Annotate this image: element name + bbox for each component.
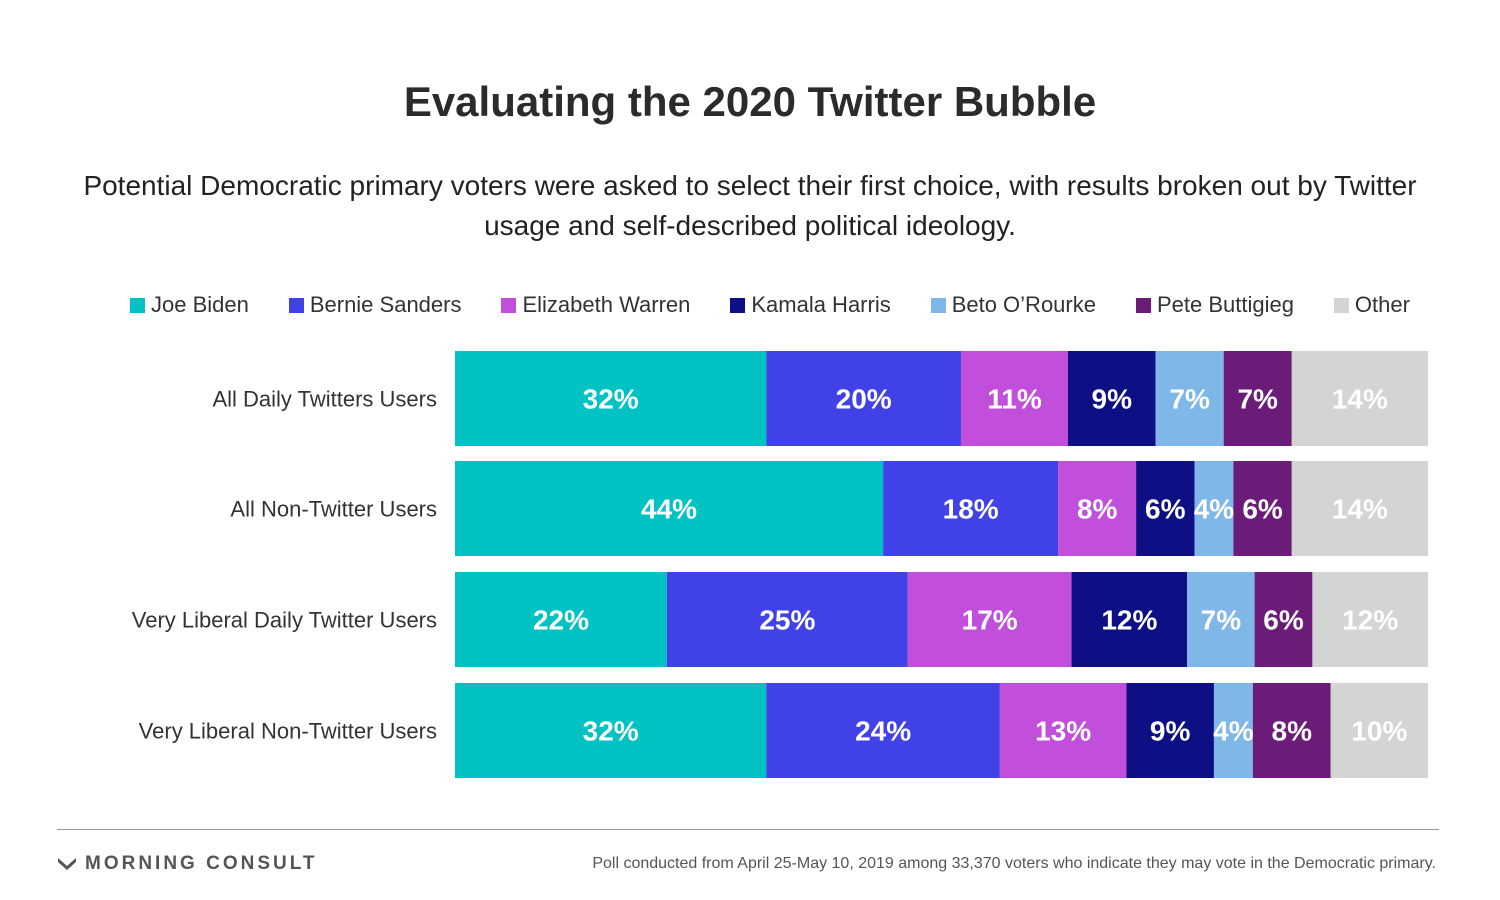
- bar-segment: [1155, 351, 1224, 446]
- legend-label: Bernie Sanders: [309, 292, 462, 317]
- legend-swatch: [930, 297, 946, 313]
- bar-segment: [1067, 351, 1156, 446]
- legend-item: Pete Buttigieg: [1135, 292, 1294, 318]
- data-label: 6%: [1263, 605, 1304, 636]
- legend-label: Beto O’Rourke: [951, 292, 1096, 317]
- brand: MORNING CONSULT: [57, 853, 318, 875]
- data-label: 14%: [1332, 384, 1388, 415]
- data-label: 17%: [962, 605, 1018, 636]
- data-label: 11%: [987, 384, 1042, 415]
- bar-segment: [1213, 683, 1253, 778]
- category-label: Very Liberal Daily Twitter Users: [132, 608, 437, 633]
- bar-segment: [1223, 351, 1292, 446]
- bar-segment: [455, 683, 767, 778]
- bar-segment: [883, 461, 1059, 556]
- bar-segment: [455, 461, 884, 556]
- legend-item: Kamala Harris: [730, 292, 891, 318]
- legend-label: Other: [1354, 292, 1410, 317]
- legend-item: Beto O’Rourke: [930, 292, 1096, 318]
- data-label: 6%: [1145, 494, 1186, 525]
- legend-swatch: [1333, 297, 1349, 313]
- bar-segment: [1071, 572, 1188, 667]
- legend-label: Kamala Harris: [751, 292, 891, 317]
- bar-segment: [1291, 351, 1428, 446]
- category-label: All Daily Twitters Users: [212, 387, 437, 412]
- data-label: 7%: [1201, 605, 1242, 636]
- bar-segment: [455, 572, 667, 667]
- data-label: 18%: [943, 494, 999, 525]
- data-label: 8%: [1077, 494, 1118, 525]
- bar-segment: [1233, 461, 1292, 556]
- data-label: 10%: [1351, 716, 1407, 747]
- legend-swatch: [1135, 297, 1151, 313]
- data-label: 4%: [1194, 494, 1235, 525]
- bar-segment: [1058, 461, 1137, 556]
- bar-segment: [766, 351, 961, 446]
- data-label: 12%: [1101, 605, 1157, 636]
- bar-segment: [1187, 572, 1255, 667]
- data-label: 4%: [1213, 716, 1254, 747]
- legend-label: Joe Biden: [151, 292, 249, 317]
- chart-title: Evaluating the 2020 Twitter Bubble: [403, 78, 1097, 125]
- data-label: 20%: [836, 384, 892, 415]
- chart-subtitle: Potential Democratic primary voters were…: [83, 170, 1417, 241]
- chart-legend: Joe Biden Bernie Sanders Elizabeth Warren K…: [130, 290, 1410, 320]
- footer-divider: [57, 829, 1439, 830]
- bar-segment: [766, 683, 1000, 778]
- bar-segment: [1330, 683, 1428, 778]
- data-label: 24%: [855, 716, 911, 747]
- legend-item: Bernie Sanders: [288, 292, 462, 318]
- data-label: 6%: [1242, 494, 1283, 525]
- legend-swatch: [288, 297, 304, 313]
- legend-swatch: [730, 297, 746, 313]
- bar-segment: [1252, 683, 1331, 778]
- data-label: 22%: [533, 605, 589, 636]
- category-label: Very Liberal Non-Twitter Users: [139, 719, 437, 744]
- bar-segment: [907, 572, 1072, 667]
- bar-segment: [455, 351, 767, 446]
- legend-item: Other: [1333, 292, 1410, 318]
- legend-swatch: [130, 297, 145, 313]
- data-label: 12%: [1342, 605, 1398, 636]
- data-label: 9%: [1092, 384, 1133, 415]
- footnote: Poll conducted from April 25-May 10, 201…: [592, 855, 1436, 872]
- bar-segment: [1194, 461, 1234, 556]
- morning-consult-logo-icon: [58, 858, 76, 870]
- legend-label: Elizabeth Warren: [522, 292, 691, 317]
- legend-item: Joe Biden: [130, 292, 249, 318]
- bar-segment: [1291, 461, 1428, 556]
- data-label: 9%: [1150, 716, 1191, 747]
- bar-segment: [1254, 572, 1313, 667]
- data-label: 32%: [583, 384, 639, 415]
- bar-segment: [999, 683, 1127, 778]
- data-label: 14%: [1332, 494, 1388, 525]
- data-label: 44%: [641, 494, 697, 525]
- data-label: 25%: [759, 605, 815, 636]
- data-label: 8%: [1272, 716, 1313, 747]
- bar-segment: [1126, 683, 1214, 778]
- bar-segment: [666, 572, 908, 667]
- category-label: All Non-Twitter Users: [230, 497, 437, 522]
- bar-segment: [960, 351, 1068, 446]
- data-label: 13%: [1035, 716, 1091, 747]
- data-label: 32%: [583, 716, 639, 747]
- bar-segment: [1136, 461, 1195, 556]
- bar-segment: [1312, 572, 1428, 667]
- legend-swatch: [501, 297, 517, 313]
- legend-label: Pete Buttigieg: [1156, 292, 1294, 317]
- brand-name: MORNING CONSULT: [85, 853, 318, 874]
- data-label: 7%: [1169, 384, 1210, 415]
- legend-item: Elizabeth Warren: [501, 292, 690, 318]
- data-label: 7%: [1237, 384, 1278, 415]
